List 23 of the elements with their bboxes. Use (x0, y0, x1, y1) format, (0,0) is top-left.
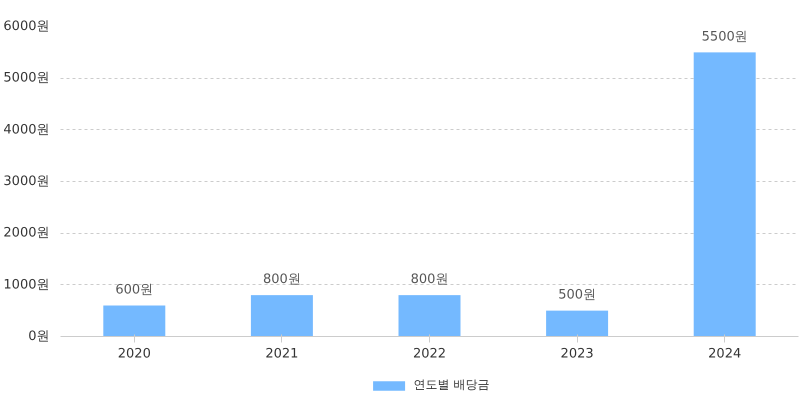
bar (398, 295, 460, 336)
y-tick-label: 3000원 (3, 174, 50, 189)
y-tick-label: 5000원 (3, 70, 50, 86)
y-tick-label: 4000원 (3, 122, 50, 138)
x-tick-label: 2020 (118, 346, 151, 362)
data-label: 600원 (115, 282, 154, 298)
data-label: 5500원 (702, 29, 748, 44)
data-label: 500원 (558, 288, 596, 303)
bar (103, 306, 166, 336)
x-tick-label: 2023 (560, 346, 594, 362)
bar (694, 52, 756, 336)
y-tick-label: 6000원 (3, 19, 50, 34)
y-tick-label: 0원 (28, 329, 50, 344)
y-tick-label: 1000원 (3, 277, 50, 292)
data-label: 800원 (262, 272, 301, 288)
x-tick-label: 2024 (708, 346, 742, 362)
legend-label: 연도별 배당금 (414, 376, 490, 394)
y-tick-label: 2000원 (3, 226, 50, 241)
data-label: 800원 (410, 272, 448, 288)
bar (250, 295, 313, 336)
x-tick-label: 2021 (265, 346, 298, 362)
bar (546, 310, 608, 336)
x-tick-label: 2022 (412, 346, 446, 362)
